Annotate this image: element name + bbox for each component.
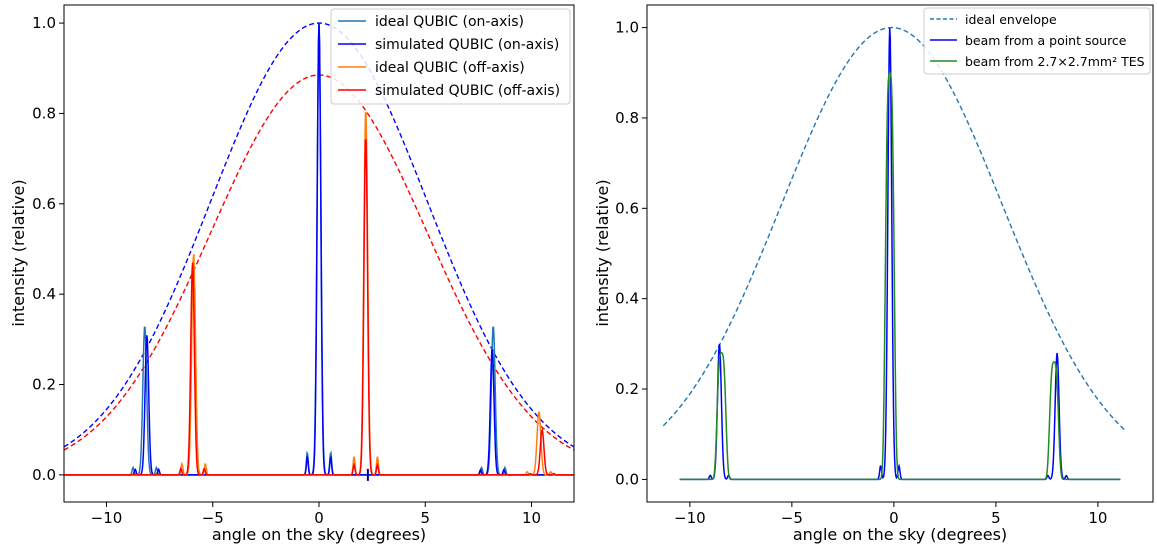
- x-tick-label: 10: [522, 509, 541, 527]
- y-tick-label: 0.2: [32, 376, 56, 394]
- x-tick-label: −5: [202, 509, 224, 527]
- y-tick-label: 0.4: [32, 285, 56, 303]
- y-tick-label: 0.2: [615, 380, 639, 398]
- y-tick-label: 0.6: [32, 195, 56, 213]
- right-legend: ideal envelope beam from a point source …: [923, 7, 1151, 75]
- x-tick-label: −5: [781, 509, 803, 527]
- legend-label-ideal-off-axis: ideal QUBIC (off-axis): [375, 60, 525, 76]
- legend-label-tes: beam from 2.7×2.7mm² TES: [965, 54, 1145, 69]
- series-line-simulated-qubic-on-axis: [64, 23, 574, 476]
- right-legend-box: [923, 7, 1151, 75]
- left-x-axis-label: angle on the sky (degrees): [212, 525, 426, 544]
- x-tick-label: 5: [420, 509, 430, 527]
- legend-label-simulated-on-axis: simulated QUBIC (on-axis): [375, 37, 559, 53]
- series-line-ideal-qubic-off-axis: [64, 112, 574, 476]
- x-tick-label: 0: [314, 509, 324, 527]
- right-chart: −10 −5 0 5 10 0.0 0.2 0.4 0.6 0.8 1.0 angle on the…: [593, 4, 1154, 544]
- x-tick-label: −10: [674, 509, 706, 527]
- y-tick-label: 0.0: [32, 466, 56, 484]
- series-line-simulated-qubic-off-axis: [64, 139, 574, 476]
- right-plot-lines: [662, 26, 1125, 481]
- legend-label-simulated-off-axis: simulated QUBIC (off-axis): [375, 83, 560, 99]
- left-plot-lines: [64, 22, 574, 481]
- x-tick-label: 0: [889, 509, 899, 527]
- envelope-line-1: [64, 74, 574, 451]
- x-tick-label: 5: [991, 509, 1001, 527]
- y-tick-label: 0.4: [615, 290, 639, 308]
- y-tick-label: 1.0: [615, 19, 639, 37]
- legend-label-ideal-envelope: ideal envelope: [965, 12, 1057, 27]
- y-tick-label: 0.8: [32, 104, 56, 122]
- right-axis-ticks: −10 −5 0 5 10 0.0 0.2 0.4 0.6 0.8 1.0: [615, 19, 1107, 527]
- x-tick-label: −10: [91, 509, 123, 527]
- legend-label-point-source: beam from a point source: [965, 33, 1127, 48]
- left-y-axis-label: intensity (relative): [9, 179, 28, 326]
- series-line-ideal-envelope: [662, 26, 1125, 431]
- right-y-axis-label: intensity (relative): [593, 179, 612, 326]
- right-plot-frame: [646, 4, 1154, 503]
- y-tick-label: 0.8: [615, 109, 639, 127]
- plot-area: [662, 26, 1125, 481]
- y-tick-label: 0.0: [615, 470, 639, 488]
- left-plot-frame: [63, 4, 575, 503]
- left-axis-ticks: −10 −5 0 5 10 0.0 0.2 0.4 0.6 0.8 1.0: [32, 14, 541, 527]
- left-legend-box: [330, 8, 571, 105]
- plot-area: [64, 22, 574, 481]
- right-x-axis-label: angle on the sky (degrees): [793, 525, 1007, 544]
- legend-label-ideal-on-axis: ideal QUBIC (on-axis): [375, 14, 524, 30]
- x-tick-label: 10: [1088, 509, 1107, 527]
- left-chart: −10 −5 0 5 10 0.0 0.2 0.4 0.6 0.8 1.0 angle on the…: [9, 4, 575, 544]
- series-line-point-source: [679, 27, 1121, 481]
- left-legend: ideal QUBIC (on-axis) simulated QUBIC (o…: [330, 8, 571, 105]
- y-tick-label: 1.0: [32, 14, 56, 32]
- series-line-tes: [679, 71, 1121, 481]
- y-tick-label: 0.6: [615, 199, 639, 217]
